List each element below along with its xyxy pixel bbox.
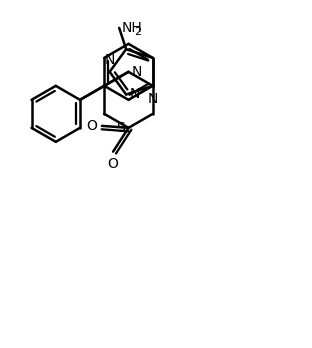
Text: O: O [108,157,119,171]
Text: N: N [105,53,115,67]
Text: N: N [130,87,140,102]
Text: N: N [148,92,158,106]
Text: 2: 2 [134,27,142,37]
Text: S: S [116,121,124,135]
Text: NH: NH [121,21,142,35]
Text: O: O [86,119,97,133]
Text: N: N [131,65,142,79]
